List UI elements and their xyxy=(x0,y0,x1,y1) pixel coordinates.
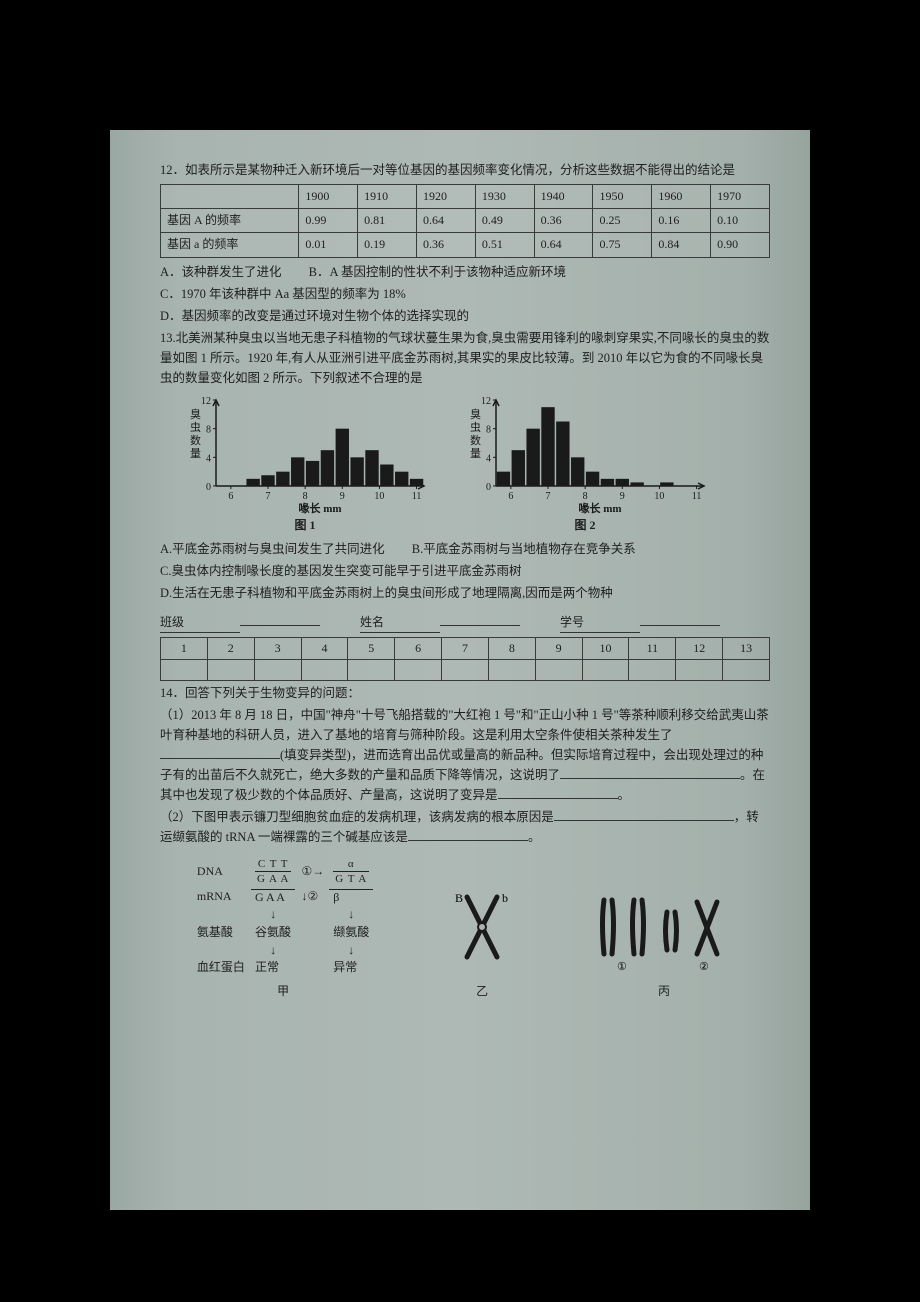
svg-text:12: 12 xyxy=(201,396,211,407)
svg-text:4: 4 xyxy=(486,453,491,464)
svg-text:8: 8 xyxy=(206,424,211,435)
svg-text:6: 6 xyxy=(228,491,233,502)
svg-text:9: 9 xyxy=(340,491,345,502)
answer-header: 班级 姓名 学号 xyxy=(160,613,770,633)
diagram-yi-label: 乙 xyxy=(437,982,527,1001)
svg-text:11: 11 xyxy=(692,491,702,502)
q12-optC: C．1970 年该种群中 Aa 基因型的频率为 18% xyxy=(160,284,770,304)
diagram-bing-label: 丙 xyxy=(589,982,739,1001)
q13-opts-ab: A.平底金苏雨树与臭虫间发生了共同进化 B.平底金苏雨树与当地植物存在竞争关系 xyxy=(160,539,770,559)
id-label: 学号 xyxy=(560,613,640,633)
id-blank xyxy=(640,625,720,626)
q13-chart2-svg: 0 4 8 12 6 7 8 9 10 11 臭虫数量喙长 mm xyxy=(460,394,710,514)
diagram-bing-svg: ① ② xyxy=(589,882,739,972)
answer-empty-row xyxy=(161,660,770,681)
q12-row-A: 基因 A 的频率 0.99 0.81 0.64 0.49 0.36 0.25 0… xyxy=(161,209,770,233)
svg-text:6: 6 xyxy=(508,491,513,502)
q13-optC: C.臭虫体内控制喙长度的基因发生突变可能早于引进平底金苏雨树 xyxy=(160,561,770,581)
q12-row-a: 基因 a 的频率 0.01 0.19 0.36 0.51 0.64 0.75 0… xyxy=(161,233,770,257)
q14-stem: 14．回答下列关于生物变异的问题： xyxy=(160,683,770,703)
q14-blank3 xyxy=(498,798,618,799)
exam-paper: 12．如表所示是某物种迁入新环境后一对等位基因的基因频率变化情况，分析这些数据不… xyxy=(110,130,810,1210)
q12-h4: 1930 xyxy=(475,185,534,209)
svg-text:量: 量 xyxy=(190,447,201,460)
q12-h2: 1910 xyxy=(358,185,417,209)
diagram-bing: ① ② 丙 xyxy=(589,882,739,1001)
q13-stem: 13.北美洲某种臭虫以当地无患子科植物的气球状蔓生果为食,臭虫需要用锋利的喙刺穿… xyxy=(160,328,770,388)
q12-stem: 12．如表所示是某物种迁入新环境后一对等位基因的基因频率变化情况，分析这些数据不… xyxy=(160,160,770,180)
yi-b: b xyxy=(502,891,508,905)
name-blank xyxy=(440,625,520,626)
q13-chart2: 0 4 8 12 6 7 8 9 10 11 臭虫数量喙长 mm 图 2 xyxy=(460,394,710,535)
q14-p2: （2）下图甲表示镰刀型细胞贫血症的发病机理，该病发病的根本原因是，转运缬氨酸的 … xyxy=(160,807,770,847)
q14-blank2 xyxy=(560,778,740,779)
q13-chart1: 0 4 8 12 6 7 8 9 10 11 臭虫数量喙长 mm 图 1 xyxy=(180,394,430,535)
svg-text:虫: 虫 xyxy=(190,421,201,434)
q12-table: 1900 1910 1920 1930 1940 1950 1960 1970 … xyxy=(160,184,770,258)
q14-blank4 xyxy=(554,820,734,821)
svg-text:4: 4 xyxy=(206,453,211,464)
svg-text:数: 数 xyxy=(190,434,201,447)
svg-text:虫: 虫 xyxy=(470,421,481,434)
svg-text:0: 0 xyxy=(206,482,211,493)
svg-text:9: 9 xyxy=(620,491,625,502)
svg-text:12: 12 xyxy=(481,396,491,407)
svg-text:喙长 mm: 喙长 mm xyxy=(298,501,341,514)
q14-blank5 xyxy=(408,840,528,841)
svg-text:10: 10 xyxy=(654,491,664,502)
bing-2: ② xyxy=(699,961,709,972)
q12-h6: 1950 xyxy=(593,185,652,209)
svg-text:7: 7 xyxy=(266,491,271,502)
svg-text:臭: 臭 xyxy=(470,407,481,421)
q12-optA: A．该种群发生了进化 xyxy=(160,262,282,282)
svg-text:8: 8 xyxy=(583,491,588,502)
q13-charts: 0481267891011臭虫数量喙长 mm 图 1 0481267891011… xyxy=(180,394,770,535)
svg-text:臭: 臭 xyxy=(190,407,201,421)
svg-text:11: 11 xyxy=(412,491,422,502)
q13-chart1-svg: 0 4 8 12 6 7 8 9 10 11 臭虫数量喙长 mm xyxy=(180,394,430,514)
answer-table: 1 2 3 4 5 6 7 8 9 10 11 12 13 xyxy=(160,637,770,681)
q13-optB: B.平底金苏雨树与当地植物存在竞争关系 xyxy=(412,539,636,559)
q13-chart1-title: 图 1 xyxy=(180,516,430,535)
svg-text:喙长 mm: 喙长 mm xyxy=(578,501,621,514)
q14-diagrams: DNA C T T G A A ①→ α G T A xyxy=(160,855,770,1001)
svg-text:8: 8 xyxy=(303,491,308,502)
class-blank xyxy=(240,625,320,626)
diagram-jia: DNA C T T G A A ①→ α G T A xyxy=(191,855,375,1001)
diagram-jia-table: DNA C T T G A A ①→ α G T A xyxy=(191,855,375,978)
bing-1: ① xyxy=(617,961,627,972)
q12-h3: 1920 xyxy=(417,185,476,209)
svg-text:量: 量 xyxy=(470,447,481,460)
q14-p1: （1）2013 年 8 月 18 日，中国"神舟"十号飞船搭载的"大红袍 1 号… xyxy=(160,705,770,805)
q12-h5: 1940 xyxy=(534,185,593,209)
svg-text:10: 10 xyxy=(374,491,384,502)
svg-text:0: 0 xyxy=(486,482,491,493)
q12-opts-ab: A．该种群发生了进化 B．A 基因控制的性状不利于该物种适应新环境 xyxy=(160,262,770,282)
q12-h7: 1960 xyxy=(652,185,711,209)
q12-h1: 1900 xyxy=(299,185,358,209)
svg-text:8: 8 xyxy=(486,424,491,435)
q14-blank1 xyxy=(160,758,280,759)
yi-B: B xyxy=(455,891,463,905)
svg-text:7: 7 xyxy=(546,491,551,502)
q13-chart2-title: 图 2 xyxy=(460,516,710,535)
q13-optA: A.平底金苏雨树与臭虫间发生了共同进化 xyxy=(160,539,385,559)
diagram-jia-label: 甲 xyxy=(191,982,375,1001)
diagram-yi: B b 乙 xyxy=(437,882,527,1001)
q12-h8: 1970 xyxy=(711,185,770,209)
class-label: 班级 xyxy=(160,613,240,633)
svg-text:数: 数 xyxy=(470,434,481,447)
name-label: 姓名 xyxy=(360,613,440,633)
q12-h0 xyxy=(161,185,299,209)
diagram-yi-svg: B b xyxy=(437,882,527,972)
q13-optD: D.生活在无患子科植物和平底金苏雨树上的臭虫间形成了地理隔离,因而是两个物种 xyxy=(160,583,770,603)
q12-header-row: 1900 1910 1920 1930 1940 1950 1960 1970 xyxy=(161,185,770,209)
answer-nums-row: 1 2 3 4 5 6 7 8 9 10 11 12 13 xyxy=(161,637,770,659)
page-frame: 12．如表所示是某物种迁入新环境后一对等位基因的基因频率变化情况，分析这些数据不… xyxy=(0,0,920,1302)
q12-optD: D．基因频率的改变是通过环境对生物个体的选择实现的 xyxy=(160,306,770,326)
q12-optB: B．A 基因控制的性状不利于该物种适应新环境 xyxy=(309,262,566,282)
